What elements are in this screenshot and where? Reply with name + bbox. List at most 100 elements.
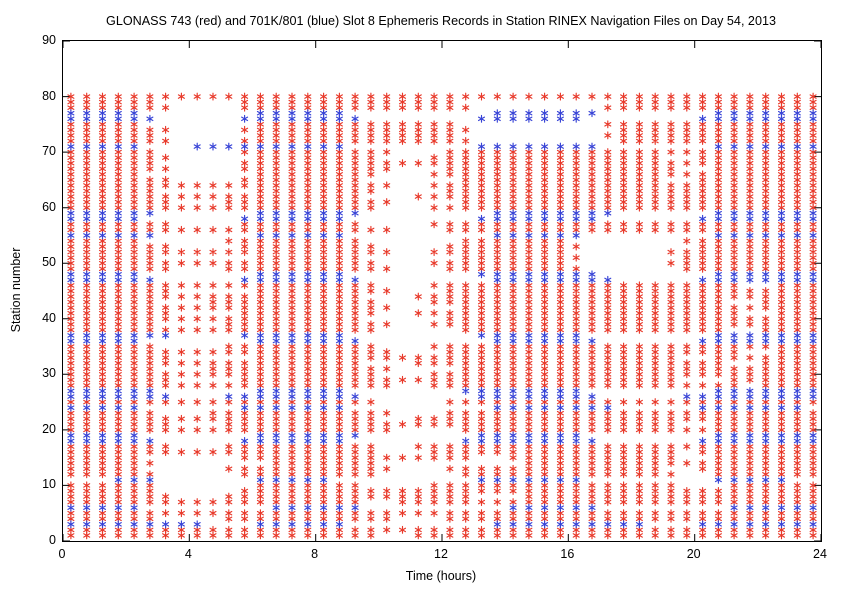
data-marker [241, 342, 249, 351]
data-marker [335, 142, 343, 151]
data-marker [604, 103, 612, 112]
data-marker [398, 159, 407, 168]
data-marker [209, 359, 217, 368]
data-marker [304, 231, 312, 240]
data-marker [162, 520, 170, 529]
data-marker [493, 92, 501, 101]
data-marker [635, 120, 643, 129]
data-marker [146, 475, 154, 484]
data-marker [288, 503, 296, 512]
data-marker [177, 448, 185, 457]
data-marker [162, 175, 170, 184]
data-marker [67, 520, 75, 529]
data-marker [162, 392, 170, 401]
data-marker [462, 125, 470, 134]
data-marker [683, 237, 691, 245]
data-marker [525, 520, 533, 529]
data-marker [699, 275, 707, 284]
data-marker [809, 503, 817, 512]
data-marker [714, 475, 722, 484]
data-marker [225, 192, 233, 201]
data-marker [130, 109, 138, 118]
data-marker [351, 431, 359, 440]
data-marker [414, 120, 422, 129]
data-marker [730, 303, 738, 312]
data-marker [383, 225, 391, 234]
data-marker [114, 231, 122, 240]
data-marker [620, 398, 628, 407]
data-marker [525, 331, 533, 340]
plot-area [62, 40, 822, 542]
data-marker [588, 92, 596, 101]
data-marker [304, 270, 312, 279]
data-marker [272, 92, 280, 101]
data-marker [793, 503, 801, 512]
data-marker [493, 520, 501, 529]
data-marker [604, 275, 612, 284]
data-marker [667, 442, 675, 451]
data-marker [367, 342, 375, 351]
data-marker [430, 170, 438, 179]
data-marker [462, 220, 470, 229]
data-marker [225, 409, 233, 418]
data-marker [572, 253, 580, 262]
data-marker [83, 109, 91, 118]
data-marker [635, 520, 643, 529]
data-marker [620, 148, 628, 157]
data-marker [241, 237, 249, 245]
data-marker [114, 142, 122, 151]
data-marker [604, 442, 612, 451]
data-marker [446, 464, 454, 473]
data-marker [430, 442, 438, 451]
data-marker [351, 392, 359, 401]
data-marker [714, 431, 722, 440]
data-marker [762, 109, 770, 118]
data-marker [193, 498, 201, 507]
data-marker [256, 387, 264, 395]
data-marker [541, 231, 549, 240]
data-marker [351, 148, 359, 157]
data-marker [556, 387, 564, 395]
data-marker [83, 387, 91, 395]
data-marker [667, 470, 675, 479]
data-marker [383, 464, 391, 473]
data-marker [272, 403, 280, 412]
data-marker [793, 109, 801, 118]
data-marker [193, 248, 201, 257]
data-marker [635, 92, 643, 101]
data-marker [367, 398, 375, 407]
data-marker [177, 498, 185, 507]
data-marker [146, 520, 154, 529]
y-tick-label: 90 [42, 33, 56, 47]
data-marker [335, 92, 343, 101]
data-marker [130, 475, 138, 484]
data-marker [699, 114, 707, 123]
data-marker [225, 142, 233, 151]
data-marker [225, 225, 233, 234]
data-marker [146, 509, 154, 518]
data-marker [714, 487, 722, 495]
data-marker [304, 520, 312, 529]
data-marker [430, 192, 438, 201]
data-marker [272, 270, 280, 279]
data-marker [193, 203, 201, 212]
data-marker [67, 109, 75, 118]
data-marker [367, 181, 375, 190]
data-marker [541, 475, 549, 484]
data-marker [509, 464, 517, 473]
data-marker [746, 92, 754, 101]
data-marker [793, 387, 801, 395]
data-marker [383, 453, 391, 462]
data-marker [430, 248, 438, 257]
data-marker [177, 314, 185, 323]
data-marker [793, 431, 801, 440]
data-marker [430, 120, 438, 129]
data-marker [683, 459, 691, 468]
data-marker [699, 487, 707, 495]
data-marker [193, 92, 201, 101]
data-marker [225, 181, 233, 190]
data-marker [272, 431, 280, 440]
data-marker [177, 225, 185, 234]
data-marker [556, 209, 564, 218]
data-marker [556, 142, 564, 151]
